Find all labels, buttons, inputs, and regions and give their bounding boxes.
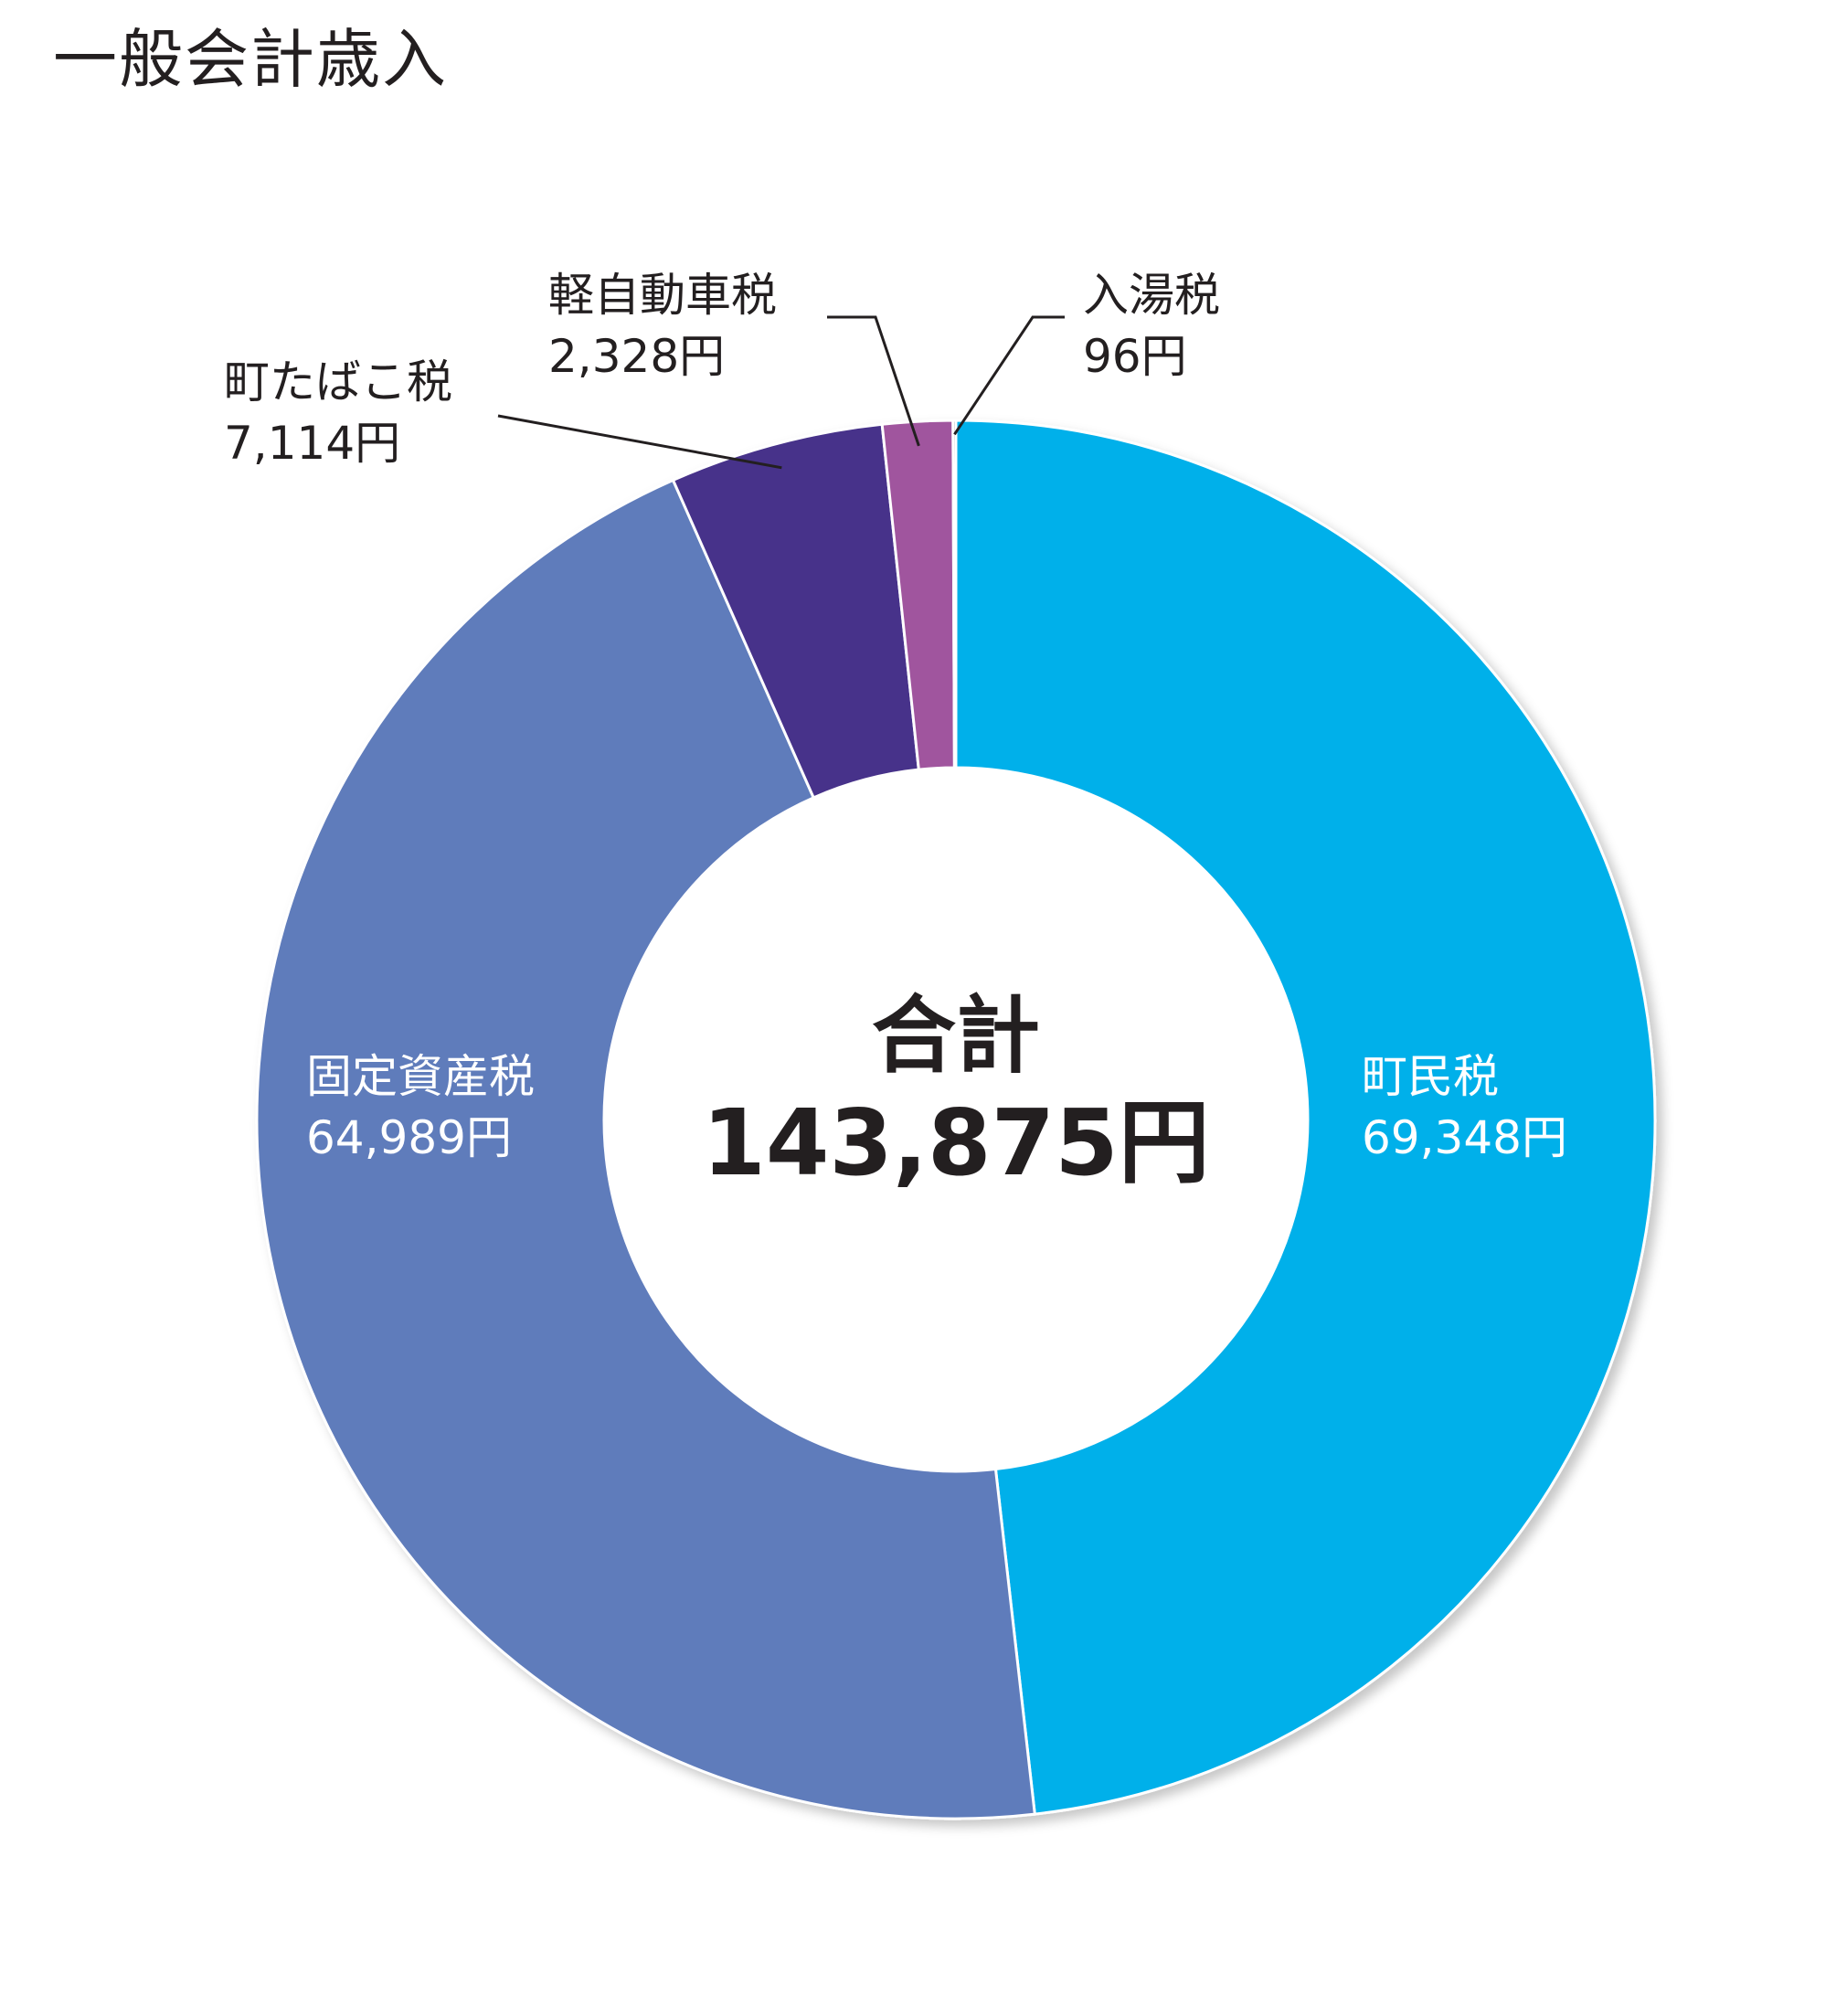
leader-lines (497, 315, 1065, 470)
slice-2-value: 64,989円 (306, 1111, 512, 1164)
slice-2-name: 固定資産税 (306, 1050, 535, 1103)
slice-3-leader (497, 414, 782, 470)
donut-hole (604, 768, 1308, 1471)
center-total-label: 合計 (872, 987, 1040, 1085)
slice-labels: 町民税 69,348円 固定資産税 64,989円 町たばこ税 7,114円 軽自動車税 2,… (224, 269, 1567, 1164)
slice-5 (951, 419, 958, 769)
slice-5-value: 96円 (1083, 330, 1187, 383)
slice-4-leader (827, 315, 920, 447)
slice-4-value: 2,328円 (548, 330, 725, 383)
page-title: 一般会計歳入 (53, 22, 448, 97)
slice-1-value: 69,348円 (1362, 1111, 1567, 1164)
slice-4-name: 軽自動車税 (548, 269, 777, 322)
center-total-value: 143,875円 (702, 1089, 1209, 1196)
slice-5-leader (953, 315, 1065, 436)
slice-5-name: 入湯税 (1083, 269, 1220, 322)
slice-3-name: 町たばこ税 (224, 355, 452, 409)
slice-3-value: 7,114円 (224, 417, 400, 470)
slice-1-name: 町民税 (1362, 1050, 1499, 1103)
